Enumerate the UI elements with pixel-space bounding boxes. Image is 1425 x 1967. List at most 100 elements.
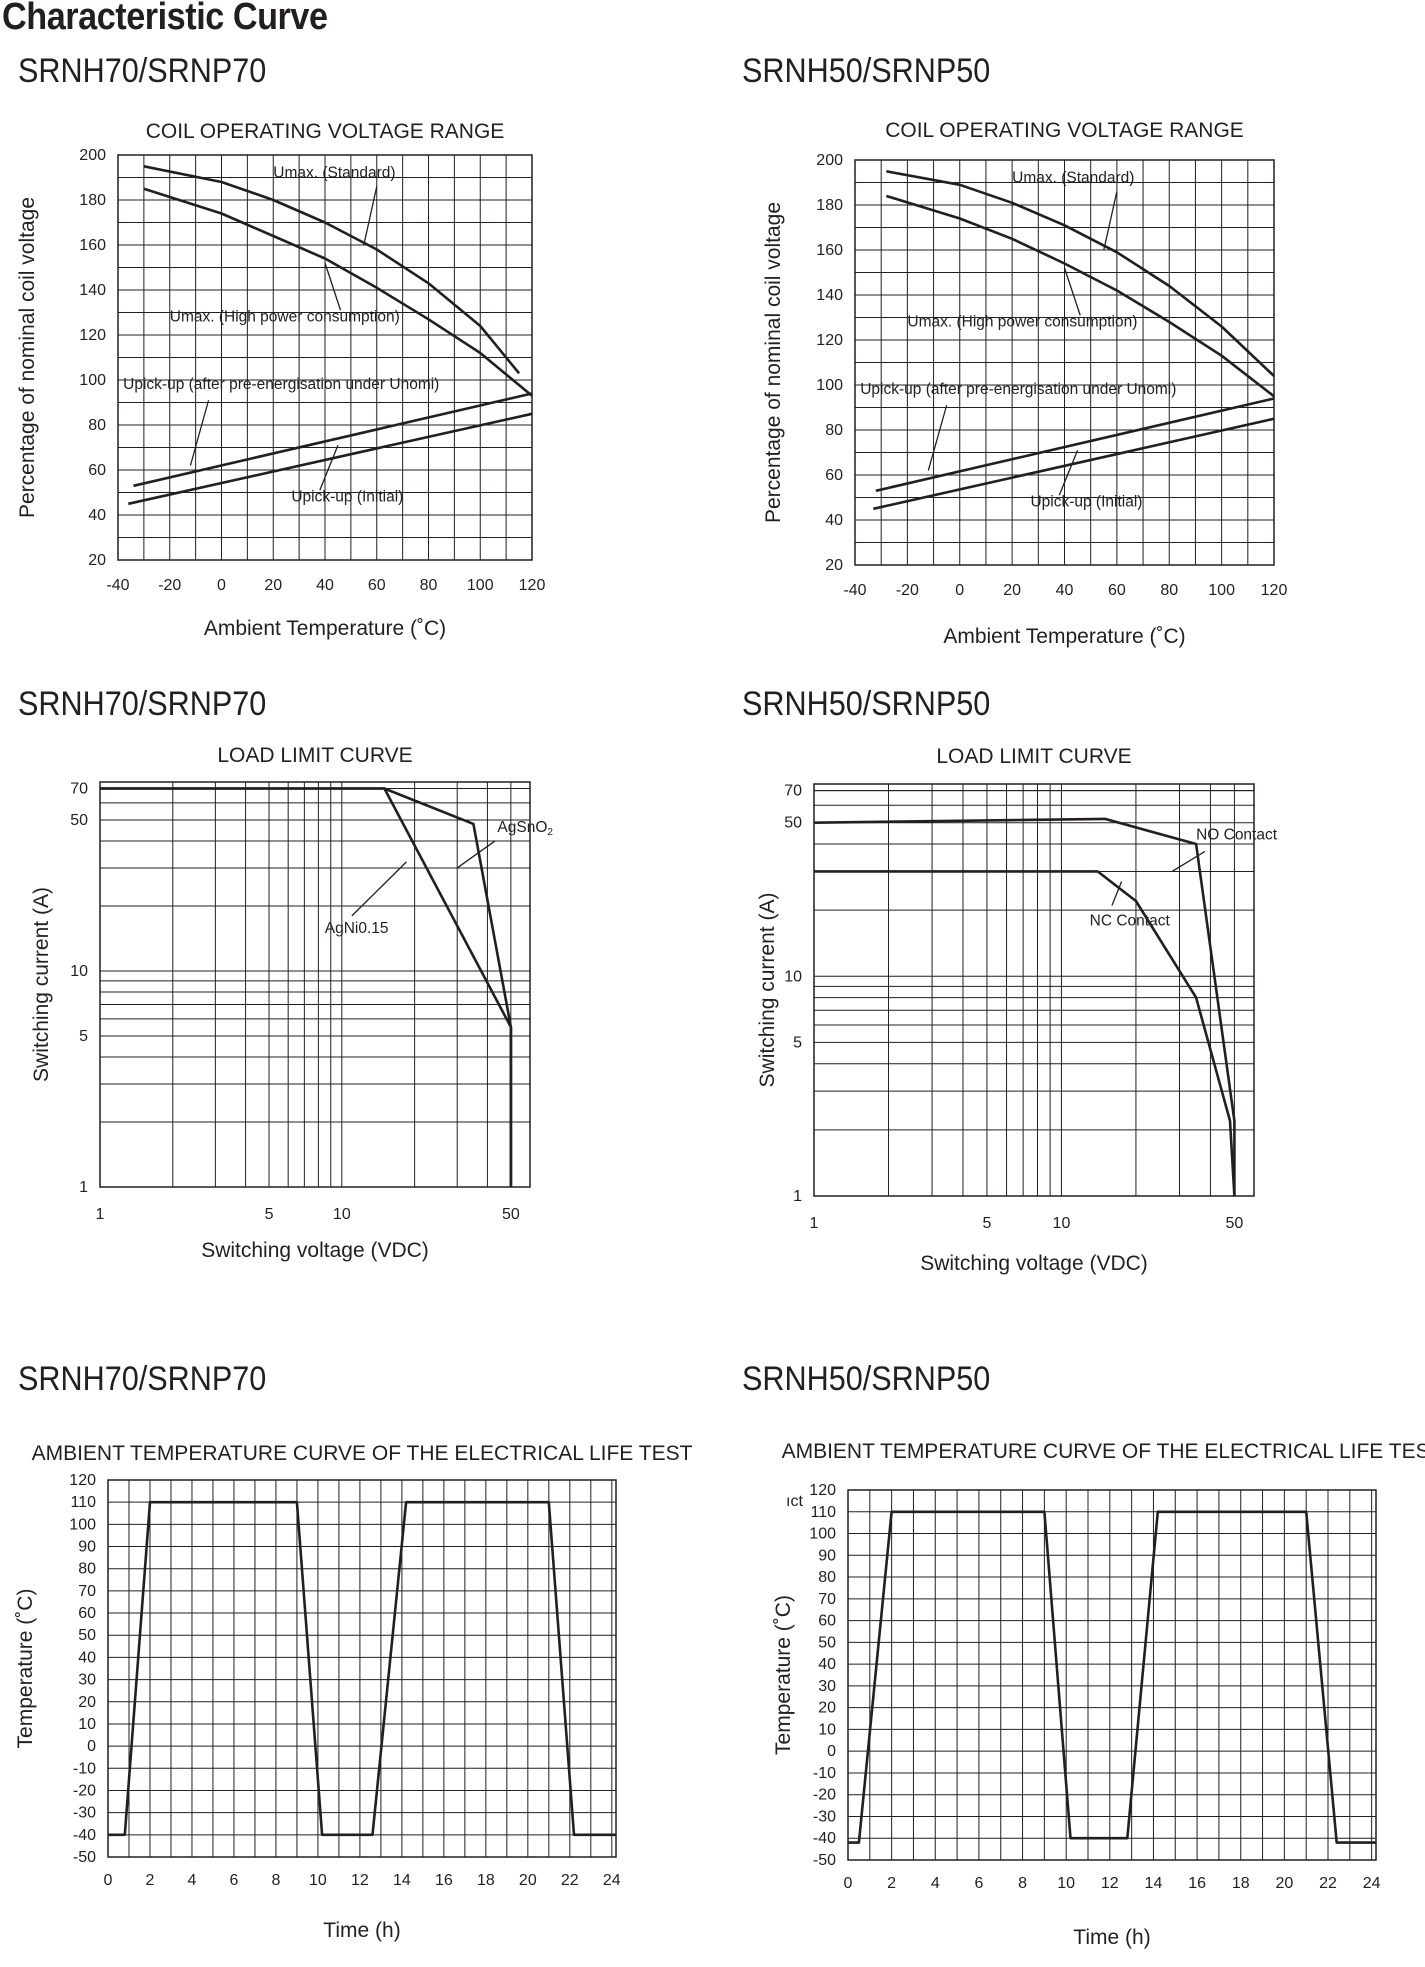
y-tick-label: 60 [88, 462, 106, 479]
series-line [848, 1510, 1376, 1844]
chart-title: COIL OPERATING VOLTAGE RANGE [146, 120, 505, 143]
y-tick-label: 40 [818, 1656, 836, 1673]
y-tick-label: 100 [816, 377, 843, 394]
series-annotation: AgSnO2 [497, 819, 553, 838]
x-tick-label: -20 [158, 577, 181, 594]
series-annotation: Umax. (High power consumption) [907, 314, 1137, 331]
x-tick-label: 2 [887, 1875, 896, 1892]
x-tick-label: 2 [146, 1872, 155, 1889]
x-tick-label: -20 [896, 582, 919, 599]
x-tick-label: 14 [393, 1872, 411, 1889]
x-tick-label: 12 [1101, 1875, 1119, 1892]
page-title: Characteristic Curve [2, 0, 328, 38]
x-tick-label: 6 [974, 1875, 983, 1892]
model-heading-coil-50: SRNH50/SRNP50 [742, 52, 991, 90]
series-annotation: NO Contact [1196, 826, 1278, 843]
y-axis-label: Percentage of nominal coil voltage [762, 202, 785, 523]
y-axis-label: Switching current (A) [30, 887, 53, 1082]
x-tick-label: 40 [316, 577, 334, 594]
x-tick-label: 0 [104, 1872, 113, 1889]
y-tick-label: 70 [818, 1591, 836, 1608]
chart-title: LOAD LIMIT CURVE [936, 745, 1131, 768]
annotation-leader [927, 405, 948, 471]
x-tick-label: 50 [1226, 1215, 1244, 1232]
x-tick-label: 10 [309, 1872, 327, 1889]
y-tick-label: 50 [784, 815, 802, 832]
y-tick-label: 100 [809, 1526, 836, 1543]
x-tick-label: 5 [983, 1215, 992, 1232]
x-tick-label: 18 [1232, 1875, 1250, 1892]
annotation-leader [1171, 850, 1206, 872]
coil-voltage-chart-50: COIL OPERATING VOLTAGE RANGE -40 -20 0 20 40 6… [762, 119, 1288, 648]
x-tick-label: 1 [96, 1206, 105, 1223]
x-tick-label: 60 [368, 577, 386, 594]
y-tick-label: 20 [818, 1700, 836, 1717]
series-line [143, 165, 521, 375]
x-tick-label: 10 [1057, 1875, 1075, 1892]
y-tick-label: 5 [793, 1034, 802, 1051]
x-tick-label: 60 [1108, 582, 1126, 599]
y-tick-label: 30 [78, 1672, 96, 1689]
subscript: 2 [547, 827, 553, 838]
y-tick-label: 10 [70, 963, 88, 980]
x-tick-label: 5 [265, 1206, 274, 1223]
grid-lines [107, 1479, 616, 1858]
x-tick-label: 100 [467, 577, 494, 594]
x-tick-label: 80 [1160, 582, 1178, 599]
series-annotation: AgNi0.15 [325, 920, 389, 937]
y-tick-label: 40 [825, 512, 843, 529]
y-axis-label: Temperature (˚C) [14, 1589, 37, 1749]
y-tick-label: 60 [825, 467, 843, 484]
y-tick-label: 10 [784, 968, 802, 985]
y-tick-label: 200 [816, 152, 843, 169]
grid-lines [847, 1489, 1376, 1861]
x-tick-label: 10 [1053, 1215, 1071, 1232]
chart-title: COIL OPERATING VOLTAGE RANGE [885, 119, 1244, 142]
y-tick-label: -40 [73, 1827, 96, 1844]
x-tick-label: 4 [188, 1872, 197, 1889]
y-tick-label: 80 [825, 422, 843, 439]
series-line [133, 392, 533, 488]
model-heading-temp-50: SRNH50/SRNP50 [742, 1360, 991, 1398]
plot-frame [813, 783, 1255, 1197]
annotation-leader [1063, 267, 1081, 316]
plot-frame [107, 1479, 617, 1858]
y-tick-label: -30 [813, 1808, 836, 1825]
y-tick-label: 0 [87, 1738, 96, 1755]
annotation-leader [1111, 881, 1123, 906]
y-tick-label: 1 [793, 1188, 802, 1205]
series-line [100, 787, 513, 1187]
x-axis-label: Time (h) [323, 1919, 400, 1942]
y-tick-label: 20 [78, 1694, 96, 1711]
plot-frame [99, 781, 531, 1188]
y-tick-label: 100 [79, 372, 106, 389]
load-limit-chart-50: LOAD LIMIT CURVE 1 5 10 50 1 5 10 50 70 Switching … [756, 745, 1278, 1275]
x-tick-label: 120 [1261, 582, 1288, 599]
x-tick-label: 6 [229, 1872, 238, 1889]
plot-frame [854, 159, 1275, 566]
annotation-leader [319, 445, 339, 491]
series-annotation: Upick-up (Initial) [1030, 494, 1142, 511]
x-tick-label: 16 [1188, 1875, 1206, 1892]
y-tick-label: 140 [79, 282, 106, 299]
x-tick-label: 16 [435, 1872, 453, 1889]
y-tick-label: 180 [816, 197, 843, 214]
y-tick-label: 120 [79, 327, 106, 344]
y-tick-label: -30 [73, 1805, 96, 1822]
x-tick-label: 8 [271, 1872, 280, 1889]
y-tick-label: 0 [827, 1743, 836, 1760]
y-axis-label: Temperature (˚C) [772, 1595, 795, 1755]
annotation-leader [363, 186, 378, 246]
y-tick-label: 10 [818, 1721, 836, 1738]
y-tick-label: -10 [73, 1760, 96, 1777]
y-tick-label: -20 [73, 1782, 96, 1799]
y-tick-label: 30 [818, 1678, 836, 1695]
annotation-leader [351, 861, 407, 917]
x-tick-label: 0 [844, 1875, 853, 1892]
y-tick-label: 180 [79, 192, 106, 209]
x-tick-label: 120 [519, 577, 546, 594]
y-tick-label: 70 [70, 780, 88, 797]
annotation-leader [456, 840, 496, 869]
x-tick-label: -40 [843, 582, 866, 599]
series-annotation: Umax. (Standard) [273, 165, 395, 182]
